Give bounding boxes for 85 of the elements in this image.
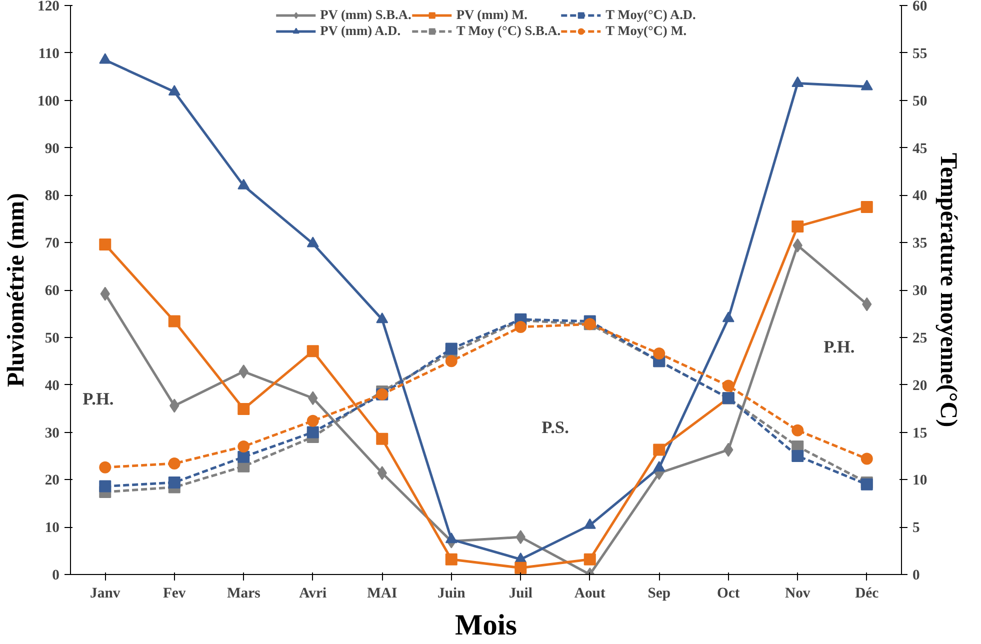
y-tick-label: 120 [38,0,60,14]
x-axis-title: Mois [455,610,517,642]
y-tick-label: 40 [44,378,60,394]
y-tick-label: 90 [44,140,60,157]
point [376,432,388,445]
point [514,320,527,333]
y2-tick-label: 55 [912,46,928,62]
legend-label: T Moy (°C) S.B.A. [456,23,561,39]
y2-tick-label: 45 [912,140,928,157]
point [514,562,527,574]
annotation: P.H. [82,390,114,409]
point [722,312,734,322]
point [99,53,112,64]
y2-tick-label: 0 [912,568,920,584]
y-tick-label: 20 [44,472,60,489]
point [792,424,804,436]
x-tick-label: MAI [367,586,398,602]
x-tick-label: Aout [574,586,606,602]
point [445,553,458,566]
point [445,342,458,355]
point [99,461,112,474]
x-tick-label: Fev [162,586,186,602]
point [238,403,250,416]
point [584,553,596,566]
y-tick-label: 60 [44,283,60,299]
y2-tick-label: 60 [912,0,928,14]
y-tick-label: 70 [44,236,60,252]
legend-label: PV (mm) M. [456,7,528,23]
x-tick-label: Avri [299,586,327,602]
point [722,380,734,392]
point [238,440,250,452]
y-tick-label: 110 [38,46,60,62]
point [792,76,804,87]
point [792,450,804,462]
x-tick-label: Sep [648,586,671,602]
y2-tick-label: 5 [912,520,920,536]
y-tick-label: 50 [44,330,60,346]
x-tick-label: Juil [508,586,532,602]
point [445,355,458,368]
point [168,476,180,489]
point [168,84,180,96]
y2-tick-label: 30 [912,283,928,299]
y2-tick-label: 10 [912,472,928,489]
x-tick-label: Janv [90,586,121,602]
y2-axis-title: Température moyenne(°C) [935,152,962,428]
point [168,315,180,328]
point [306,414,319,427]
x-tick-label: Juin [438,586,466,602]
point [860,452,873,465]
y-tick-label: 10 [44,520,60,536]
point [168,458,180,470]
point [792,220,804,232]
y2-tick-label: 25 [912,330,928,346]
point [306,236,319,248]
y2-tick-label: 20 [912,378,928,394]
x-tick-label: Déc [855,586,880,602]
legend-label: PV (mm) S.B.A. [320,7,412,23]
point [860,201,873,214]
point [376,312,388,324]
y2-tick-label: 50 [912,93,928,110]
point [306,345,319,358]
point [306,426,319,438]
y-tick-label: 30 [44,425,60,442]
point [99,238,112,250]
x-tick-label: Nov [785,586,811,602]
point [653,348,666,360]
legend-label: PV (mm) A.D. [320,23,401,39]
y-axis-title: Pluviométrie (mm) [4,193,30,387]
annotation: P.S. [542,418,569,437]
y-tick-label: 80 [44,188,60,204]
y2-tick-label: 15 [912,425,928,442]
point [238,178,250,190]
legend-label: T Moy(°C) A.D. [606,7,696,23]
y-tick-label: 0 [52,568,60,584]
point [860,80,873,90]
y-tick-label: 100 [38,93,60,110]
point [653,444,666,456]
y2-tick-label: 35 [912,236,928,252]
y2-tick-label: 40 [912,188,928,204]
legend-label: T Moy(°C) M. [606,23,687,39]
point [99,480,112,492]
annotation: P.H. [824,337,855,356]
x-tick-label: Oct [716,586,740,602]
point [238,450,250,463]
x-tick-label: Mars [226,586,261,602]
